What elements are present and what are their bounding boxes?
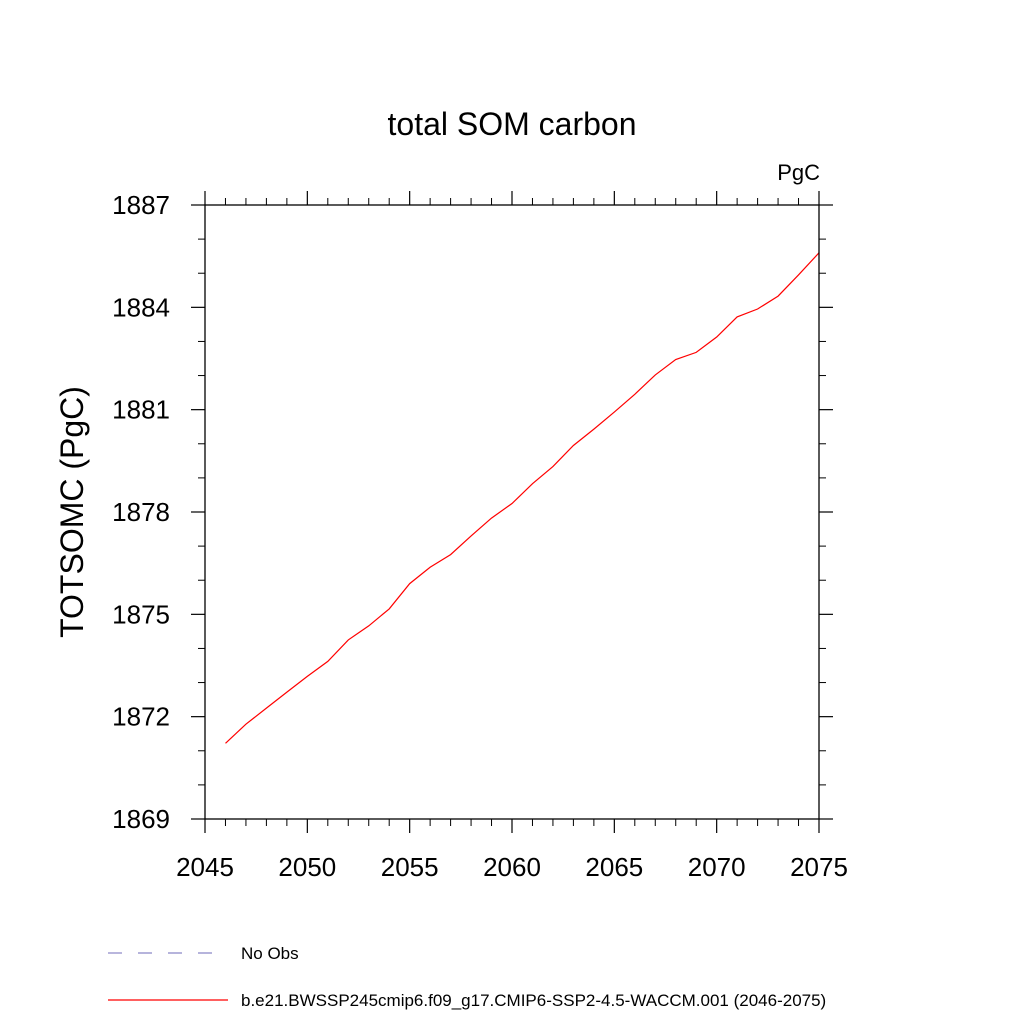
y-tick-label: 1881 xyxy=(112,395,170,425)
y-tick-label: 1869 xyxy=(112,804,170,834)
y-tick-label: 1887 xyxy=(112,190,170,220)
y-tick-label: 1875 xyxy=(112,599,170,629)
x-tick-label: 2055 xyxy=(381,852,439,882)
x-tick-label: 2060 xyxy=(483,852,541,882)
y-tick-label: 1872 xyxy=(112,702,170,732)
legend: No Obs b.e21.BWSSP245cmip6.f09_g17.CMIP6-… xyxy=(108,944,826,1010)
units-label: PgC xyxy=(777,160,820,185)
y-axis-label: TOTSOMC (PgC) xyxy=(54,386,90,638)
x-tick-label: 2065 xyxy=(585,852,643,882)
chart-title: total SOM carbon xyxy=(388,106,637,142)
legend-label: No Obs xyxy=(241,944,299,963)
series-group xyxy=(225,252,820,744)
x-tick-label: 2045 xyxy=(176,852,234,882)
x-tick-label: 2075 xyxy=(790,852,848,882)
series-line xyxy=(225,252,820,744)
plot-frame xyxy=(204,204,820,820)
axis-ticks xyxy=(191,191,833,833)
y-tick-label: 1884 xyxy=(112,292,170,322)
y-tick-label: 1878 xyxy=(112,497,170,527)
x-tick-label: 2070 xyxy=(688,852,746,882)
x-tick-label: 2050 xyxy=(278,852,336,882)
axis-tick-labels: 2045 2050 2055 2060 2065 2070 2075 1869 1872 1875… xyxy=(112,190,848,882)
legend-label: b.e21.BWSSP245cmip6.f09_g17.CMIP6-SSP2-4… xyxy=(241,991,826,1010)
